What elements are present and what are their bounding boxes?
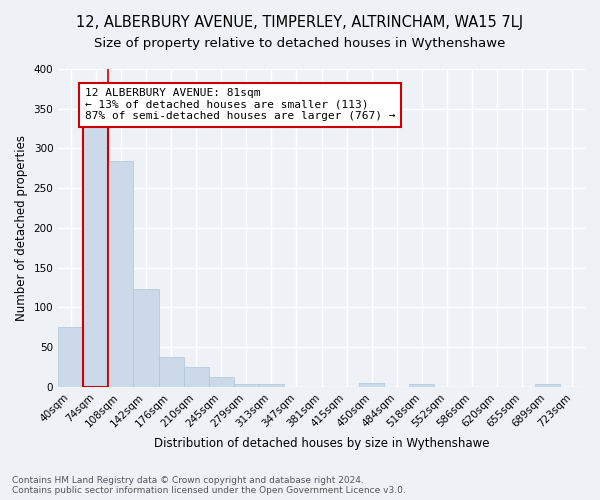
Text: Size of property relative to detached houses in Wythenshawe: Size of property relative to detached ho… [94,38,506,51]
Bar [535,384,560,387]
Bar [109,161,133,387]
Text: 12 ALBERBURY AVENUE: 81sqm
← 13% of detached houses are smaller (113)
87% of sem: 12 ALBERBURY AVENUE: 81sqm ← 13% of deta… [85,88,395,122]
Bar [259,384,284,387]
Text: 12, ALBERBURY AVENUE, TIMPERLEY, ALTRINCHAM, WA15 7LJ: 12, ALBERBURY AVENUE, TIMPERLEY, ALTRINC… [76,15,524,30]
Bar [58,328,83,387]
X-axis label: Distribution of detached houses by size in Wythenshawe: Distribution of detached houses by size … [154,437,490,450]
Bar [133,289,158,387]
Text: Contains HM Land Registry data © Crown copyright and database right 2024.
Contai: Contains HM Land Registry data © Crown c… [12,476,406,495]
Bar [83,126,109,387]
Y-axis label: Number of detached properties: Number of detached properties [15,135,28,321]
Bar [158,356,184,387]
Bar [359,383,385,387]
Bar [234,384,259,387]
Bar [184,367,209,387]
Bar [209,376,234,387]
Bar [409,384,434,387]
